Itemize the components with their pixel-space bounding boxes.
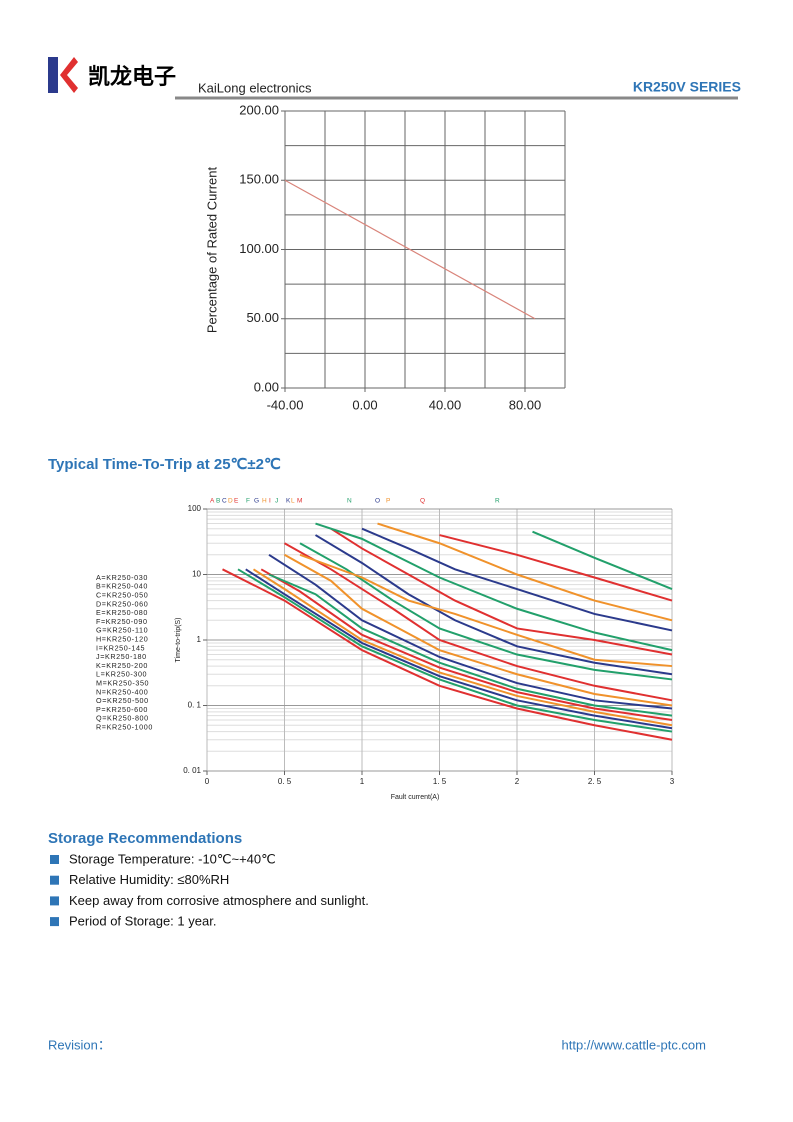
data-line	[315, 522, 673, 652]
series-tag: R	[495, 498, 500, 505]
data-line	[268, 573, 673, 717]
y-tick-label: 200.00	[239, 102, 279, 117]
x-tick-label: 0. 5	[278, 777, 292, 786]
series-tag: G	[254, 498, 259, 505]
y-tick-label: 10	[192, 570, 201, 579]
y-tick-label: 1	[197, 635, 202, 644]
legend-entry: A=KR250-030	[96, 573, 148, 582]
storage-item: Period of Storage: 1 year.	[69, 914, 216, 929]
y-tick-label: 100	[188, 504, 202, 513]
data-line	[377, 522, 673, 622]
data-line	[361, 527, 673, 632]
data-line	[314, 534, 673, 676]
logo	[48, 57, 58, 93]
x-tick-label: 1. 5	[433, 777, 447, 786]
data-line	[260, 568, 673, 722]
legend-entry: C=KR250-050	[96, 591, 148, 600]
legend-entry: Q=KR250-800	[96, 714, 149, 723]
section-title: Storage Recommendations	[48, 830, 242, 847]
series-tag: I	[269, 498, 271, 505]
bullet	[50, 917, 59, 927]
x-tick-label: 2. 5	[588, 777, 602, 786]
revision: Revision：	[48, 1037, 111, 1052]
series-tag: D	[228, 498, 233, 505]
y-tick-label: 0.00	[254, 379, 279, 394]
legend-entry: O=KR250-500	[96, 696, 149, 705]
data-line	[439, 534, 673, 602]
series-tag: E	[234, 498, 239, 505]
x-tick-label: 40.00	[429, 397, 462, 412]
data-line	[222, 568, 673, 741]
y-tick-label: 50.00	[246, 310, 279, 325]
series-tag: O	[375, 498, 380, 505]
storage-item: Relative Humidity: ≤80%RH	[69, 872, 229, 887]
storage-item: Storage Temperature: -10℃~+40℃	[69, 851, 276, 866]
series-tag: K	[286, 498, 291, 505]
data-line	[284, 542, 673, 702]
x-tick-label: 1	[360, 777, 365, 786]
y-axis-label: Time-to-trip(S)	[175, 618, 182, 663]
legend-entry: R=KR250-1000	[96, 723, 153, 732]
y-tick-label: 0. 01	[183, 766, 201, 775]
series-tag: M	[297, 498, 302, 505]
series-tag: J	[275, 498, 278, 505]
data-line	[268, 553, 673, 710]
url[interactable]: http://www.cattle-ptc.com	[562, 1037, 707, 1052]
x-tick-label: -40.00	[267, 397, 304, 412]
data-line	[284, 179, 536, 320]
y-axis-label: Percentage of Rated Current	[204, 167, 219, 334]
data-line	[252, 568, 673, 727]
series-tag: H	[262, 498, 267, 505]
logo	[60, 57, 78, 93]
legend-entry: H=KR250-120	[96, 635, 148, 644]
series-tag: Q	[420, 498, 425, 505]
brand-en: KaiLong electronics	[198, 80, 312, 95]
data-line	[299, 542, 673, 681]
series-tag: N	[347, 498, 352, 505]
x-tick-label: 0.00	[352, 397, 377, 412]
legend-entry: N=KR250-400	[96, 687, 148, 696]
x-tick-label: 2	[515, 777, 520, 786]
y-tick-label: 100.00	[239, 241, 279, 256]
section-title: Typical Time-To-Trip at 25℃±2℃	[48, 456, 281, 473]
legend-entry: D=KR250-060	[96, 599, 148, 608]
bullet	[50, 875, 59, 885]
data-line	[245, 568, 673, 730]
series-tag: P	[386, 498, 390, 505]
series-tag: B	[216, 498, 220, 505]
legend-entry: L=KR250-300	[96, 670, 147, 679]
y-tick-label: 0. 1	[188, 701, 202, 710]
brand-cn: 凯龙电子	[88, 64, 176, 90]
legend-entry: J=KR250-180	[96, 652, 147, 661]
data-line	[284, 553, 673, 707]
series-title: KR250V SERIES	[633, 79, 741, 95]
data-line	[330, 527, 673, 656]
bullet	[50, 896, 59, 906]
series-tag: L	[291, 498, 295, 505]
data-line	[299, 553, 673, 668]
legend-entry: I=KR250-145	[96, 643, 145, 652]
legend-entry: K=KR250-200	[96, 661, 148, 670]
x-axis-label: Fault current(A)	[391, 794, 440, 801]
data-line	[237, 568, 673, 733]
legend-entry: M=KR250-350	[96, 679, 149, 688]
legend-entry: P=KR250-600	[96, 705, 148, 714]
legend-entry: G=KR250-110	[96, 626, 148, 635]
x-tick-label: 80.00	[509, 397, 542, 412]
legend-entry: F=KR250-090	[96, 617, 148, 626]
y-tick-label: 150.00	[239, 172, 279, 187]
x-tick-label: 3	[670, 777, 675, 786]
series-tag: F	[246, 498, 250, 505]
x-tick-label: 0	[205, 777, 210, 786]
data-line	[532, 530, 673, 590]
bullet	[50, 855, 59, 864]
storage-item: Keep away from corrosive atmosphere and …	[69, 893, 369, 908]
series-tag: C	[222, 498, 227, 505]
legend-entry: B=KR250-040	[96, 582, 148, 591]
legend-entry: E=KR250-080	[96, 608, 148, 617]
series-tag: A	[210, 498, 215, 505]
